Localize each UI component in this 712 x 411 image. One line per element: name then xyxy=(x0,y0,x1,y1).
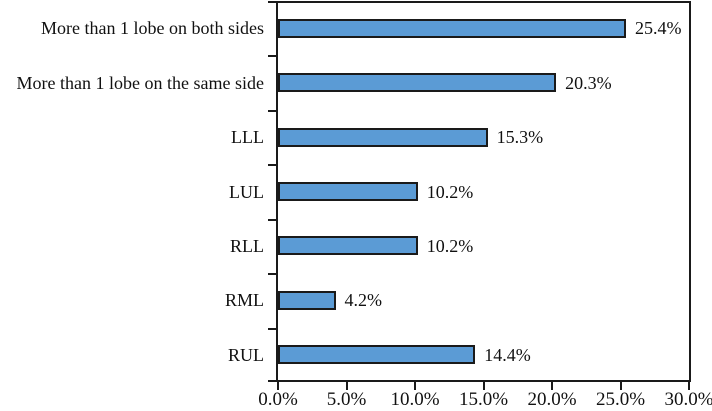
x-axis-tick xyxy=(414,382,416,390)
y-axis-tick xyxy=(268,164,276,167)
x-axis-tick-label: 30.0% xyxy=(664,389,712,410)
y-axis-tick xyxy=(268,380,276,382)
bar xyxy=(278,290,336,310)
y-axis-tick xyxy=(268,55,276,58)
x-axis-tick xyxy=(277,382,279,390)
bar xyxy=(278,236,418,256)
x-axis-tick-label: 25.0% xyxy=(595,389,646,410)
bar xyxy=(278,182,418,201)
x-axis-tick xyxy=(688,382,690,390)
category-label: More than 1 lobe on both sides xyxy=(41,18,264,39)
value-label: 4.2% xyxy=(344,290,383,311)
x-axis-tick xyxy=(551,382,553,390)
y-axis-tick xyxy=(268,1,276,3)
bar xyxy=(278,345,476,365)
category-label: LLL xyxy=(231,127,264,148)
y-axis-tick xyxy=(268,218,276,221)
x-axis-tick xyxy=(345,382,348,390)
y-axis-tick xyxy=(268,327,276,330)
category-label: LUL xyxy=(229,181,264,202)
value-label: 15.3% xyxy=(496,127,544,148)
bar xyxy=(278,127,488,147)
x-axis-tick-label: 20.0% xyxy=(527,389,577,410)
bar xyxy=(278,73,557,93)
y-axis-tick xyxy=(268,109,276,112)
category-label: RML xyxy=(224,290,264,311)
x-axis-tick-label: 10.0% xyxy=(390,389,440,410)
category-label: RUL xyxy=(228,344,264,365)
value-label: 10.2% xyxy=(426,181,474,202)
x-axis-tick-label: 0.0% xyxy=(258,389,298,410)
x-axis-tick xyxy=(619,382,622,390)
value-label: 10.2% xyxy=(426,235,474,256)
y-axis-tick xyxy=(268,273,276,276)
bar xyxy=(278,18,626,38)
value-label: 14.4% xyxy=(484,344,531,365)
category-label: RLL xyxy=(230,235,264,256)
x-axis-tick-label: 15.0% xyxy=(458,389,509,410)
value-label: 25.4% xyxy=(634,18,682,39)
x-axis-tick-label: 5.0% xyxy=(326,389,367,410)
value-label: 20.3% xyxy=(565,72,612,93)
x-axis-tick xyxy=(482,382,485,390)
category-label: More than 1 lobe on the same side xyxy=(16,72,264,93)
